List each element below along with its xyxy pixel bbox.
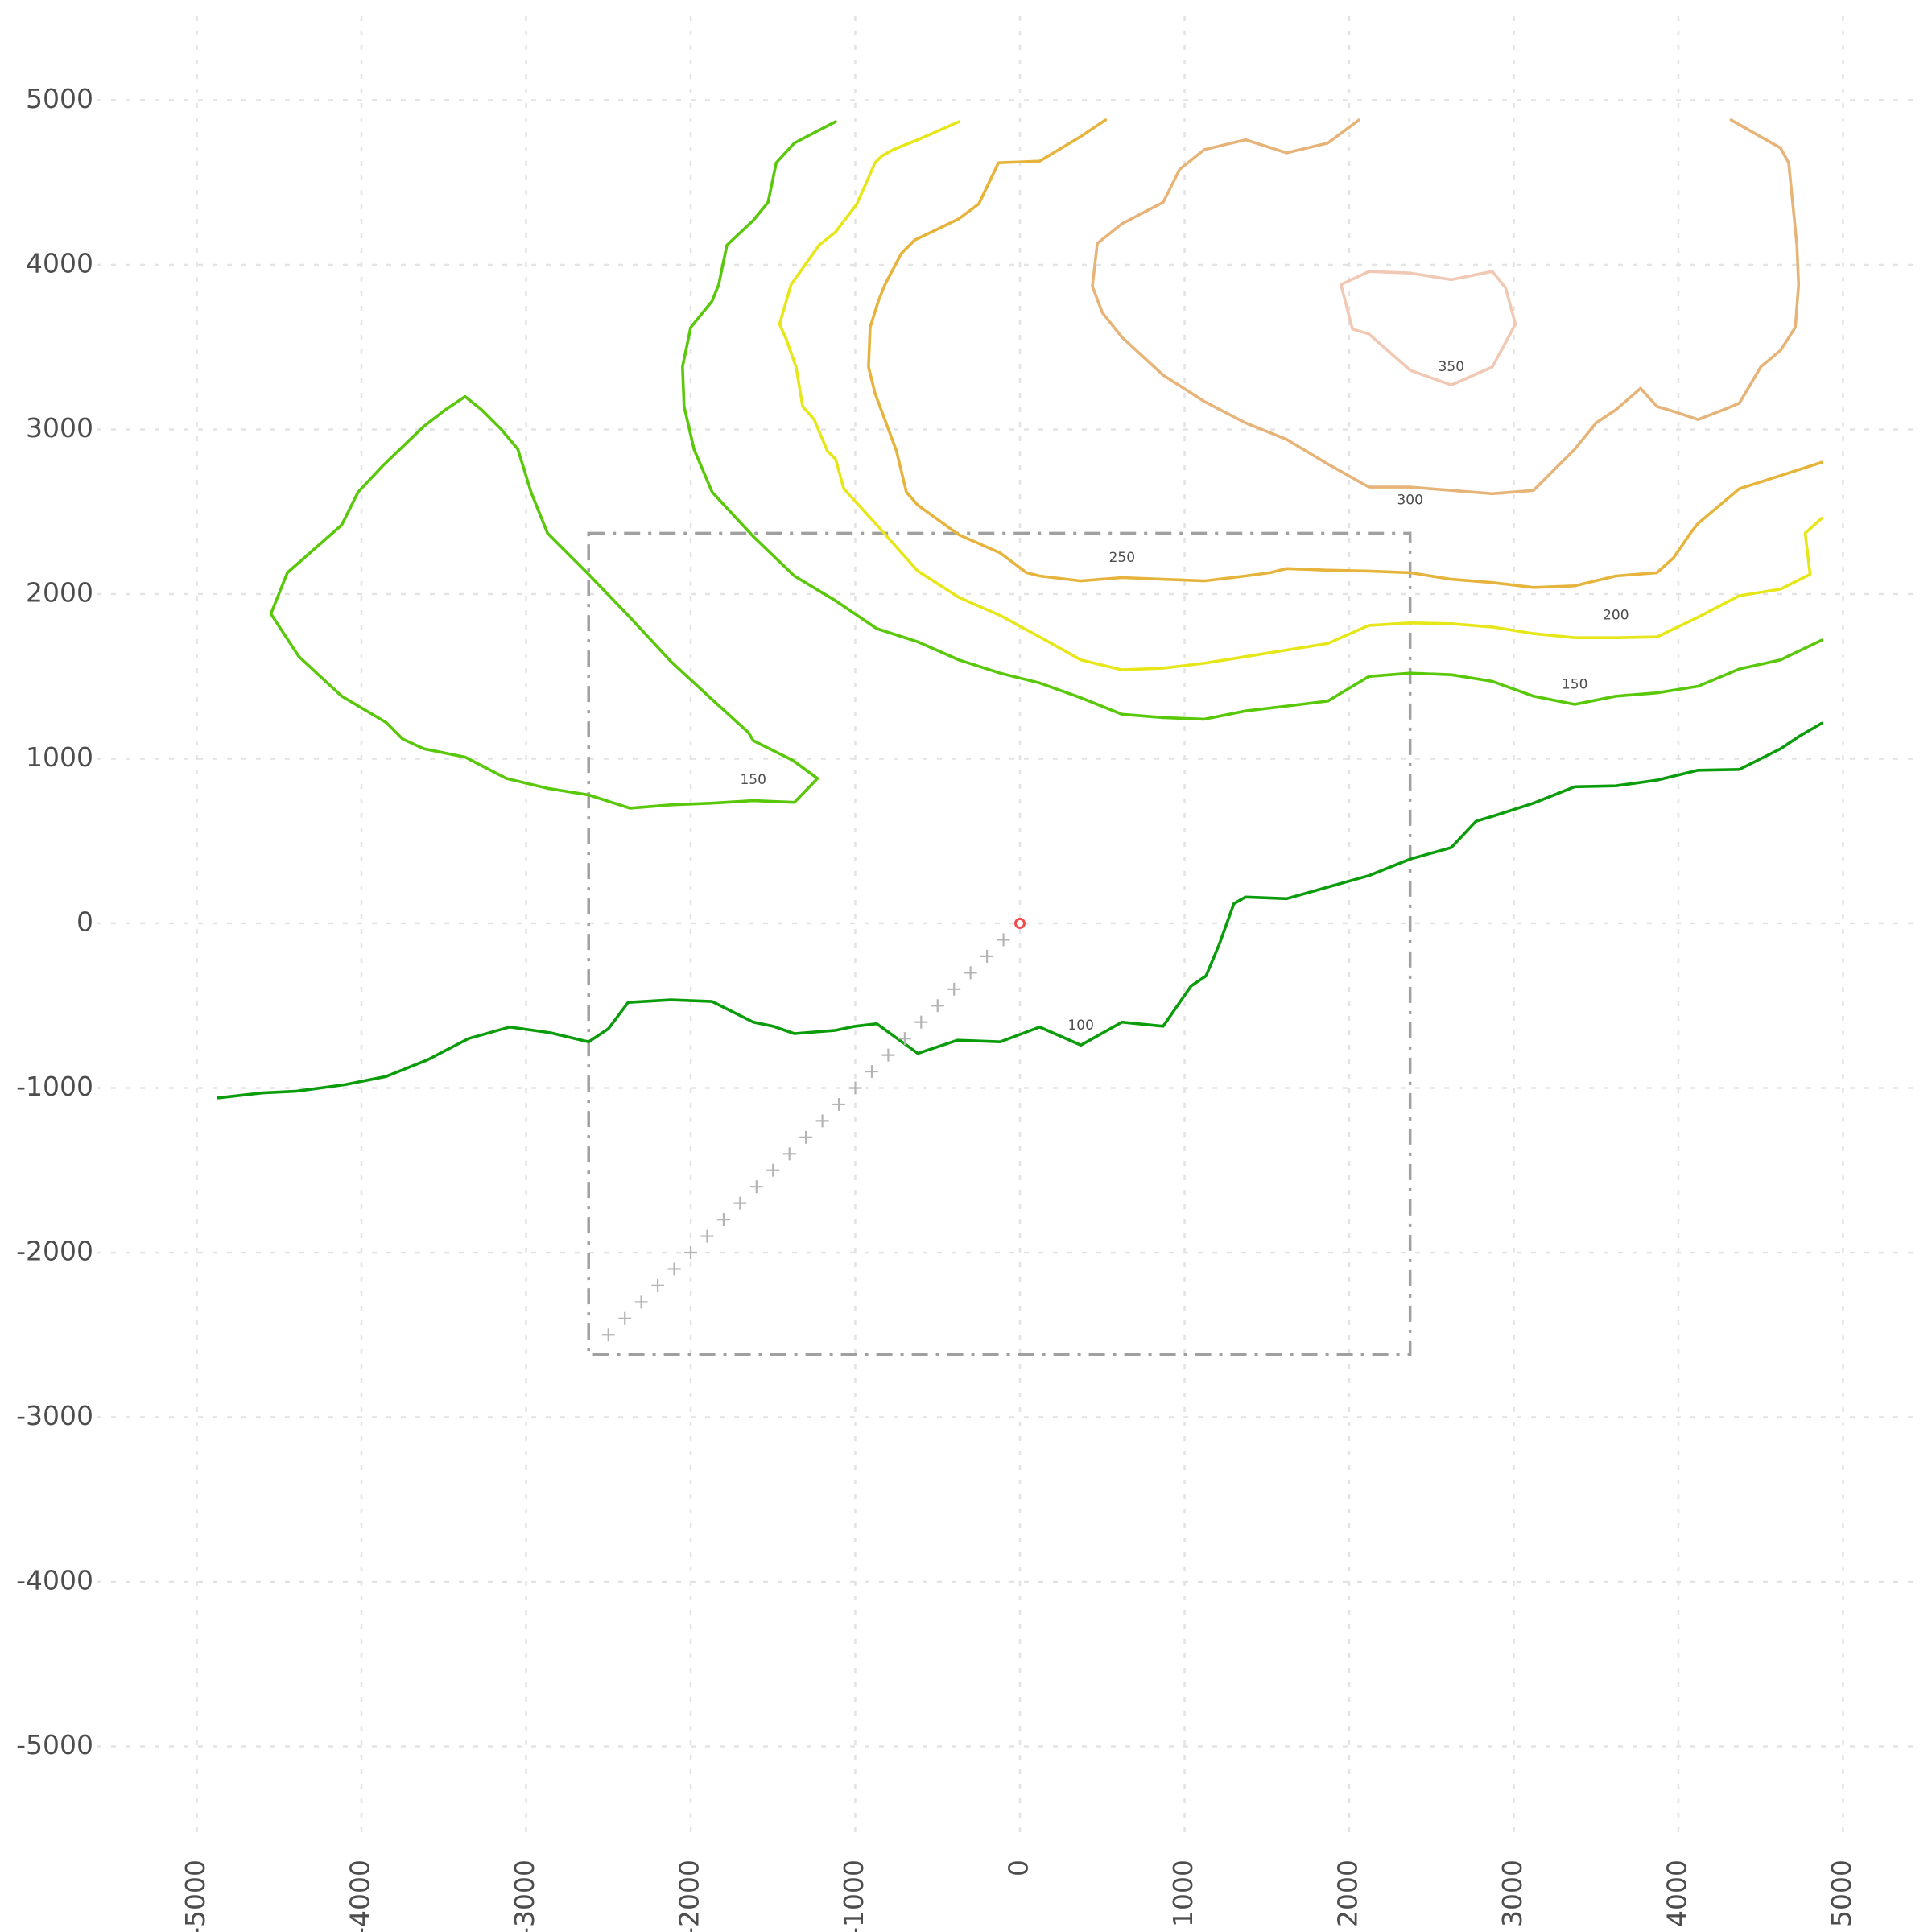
path-point-marker [980,949,994,963]
path-point-marker [716,1213,730,1227]
path-point-marker [815,1114,829,1128]
path-point-marker [964,966,977,980]
path-point-marker [618,1311,632,1325]
path-point-marker [782,1147,796,1161]
x-tick-label: 0 [1003,1860,1034,1876]
x-tick-label: -3000 [509,1860,540,1932]
path-point-marker [997,933,1010,947]
path-point-marker [601,1328,615,1342]
path-point-marker [848,1081,862,1095]
y-tick-label: 1000 [26,741,93,773]
contour-labels: 100 150 150 200 250 300 350 [740,359,1629,1034]
path-point-marker [733,1196,747,1210]
x-tick-label: 3000 [1496,1860,1528,1927]
contour-line-100-0 [217,721,1823,1100]
path-point-marker [766,1163,780,1177]
y-tick-label: -4000 [16,1565,93,1596]
path-point-marker [865,1065,878,1079]
y-tick-label: 5000 [26,83,93,114]
path-point-marker [749,1180,763,1194]
contour-line-250-4 [867,118,1823,589]
path-point-marker [667,1262,681,1276]
y-tick-label: -1000 [16,1071,93,1102]
y-tick-label: -5000 [16,1729,93,1761]
contour-label-200: 200 [1603,608,1629,624]
path-point-marker [898,1032,911,1046]
contour-label-250: 250 [1109,550,1135,566]
x-tick-label: -1000 [838,1860,869,1932]
path-point-marker [832,1097,846,1111]
path-point-marker [881,1048,895,1062]
path-point-marker [651,1278,665,1292]
contour-label-150: 150 [1562,676,1587,692]
y-tick-label: -3000 [16,1400,93,1431]
contour-line-150-1 [681,120,1823,721]
path-point-marker [634,1295,648,1309]
x-tick-label: 4000 [1662,1860,1693,1927]
path-point-marker [931,999,944,1013]
contour-lines [217,118,1823,1100]
contour-label-350: 350 [1439,359,1464,375]
x-tick-label: 5000 [1826,1860,1857,1927]
dashed-frame-rect [587,531,1412,1356]
x-tick-label: 2000 [1332,1860,1364,1927]
contour-label-150: 150 [740,772,766,788]
grid-lines [97,16,1920,1835]
path-points [601,918,1026,1342]
x-tick-label: -5000 [180,1860,211,1932]
y-tick-label: 2000 [26,577,93,609]
y-tick-label: 4000 [26,248,93,279]
contour-line-200-3 [778,120,1823,671]
x-tick-label: 1000 [1167,1860,1199,1927]
x-tick-label: -2000 [674,1860,705,1932]
path-point-marker [684,1246,697,1259]
contour-label-100: 100 [1067,1018,1093,1034]
contour-line-350-6 [1340,270,1517,387]
contour-line-300-5 [1091,118,1801,496]
y-tick-label: 0 [76,906,93,938]
dashed-frame [587,531,1412,1356]
axis-tick-labels: 500040003000200010000-1000-2000-3000-400… [16,83,1857,1932]
path-point-marker [947,982,961,996]
x-tick-label: -4000 [345,1860,376,1932]
y-tick-label: -2000 [16,1236,93,1267]
contour-label-300: 300 [1397,492,1422,508]
origin-point-marker [1014,918,1026,929]
contour-line-150-2 [269,394,819,810]
y-tick-label: 3000 [26,412,93,444]
path-point-marker [700,1229,714,1243]
path-point-marker [914,1015,928,1029]
path-point-marker [799,1130,813,1144]
